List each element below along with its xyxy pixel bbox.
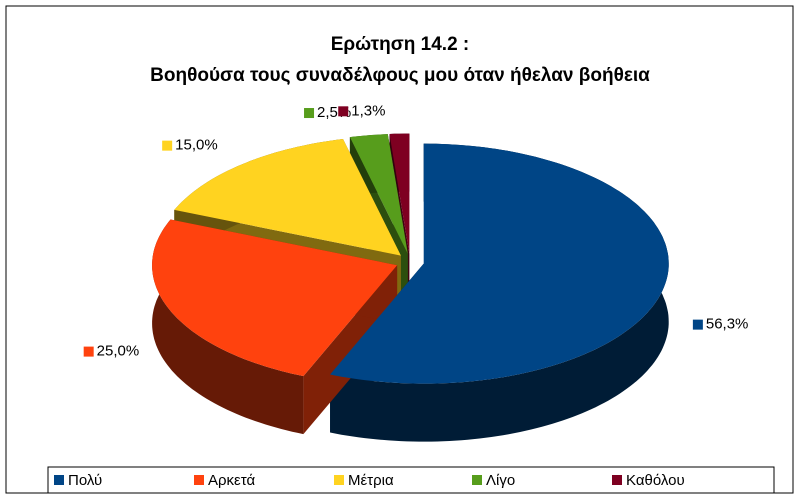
legend-label: Καθόλου bbox=[626, 472, 685, 489]
data-label: 1,3% bbox=[351, 102, 385, 119]
data-label-key bbox=[304, 108, 315, 119]
legend-key bbox=[334, 475, 344, 485]
slice bbox=[152, 219, 398, 377]
slice bbox=[174, 139, 401, 256]
legend-label: Αρκετά bbox=[208, 472, 255, 489]
data-label: 25,0% bbox=[97, 343, 140, 360]
legend-key bbox=[54, 475, 64, 485]
slice bbox=[349, 134, 408, 254]
chart-title: Ερώτηση 14.2 : bbox=[331, 34, 470, 55]
legend-key bbox=[194, 475, 204, 485]
legend-label: Μέτρια bbox=[348, 472, 394, 489]
legend-label: Λίγο bbox=[486, 472, 515, 489]
data-label-key bbox=[692, 319, 703, 330]
slice-side bbox=[152, 219, 304, 435]
legend-box bbox=[47, 466, 775, 494]
data-label: 56,3% bbox=[706, 316, 749, 333]
legend-key bbox=[612, 475, 622, 485]
data-label: 15,0% bbox=[175, 137, 218, 154]
slice bbox=[389, 133, 410, 254]
data-label-key bbox=[83, 346, 94, 357]
data-label-key bbox=[162, 140, 173, 151]
chart-title: Βοηθούσα τους συναδέλφους μου όταν ήθελα… bbox=[150, 65, 650, 86]
data-label-key bbox=[338, 106, 349, 117]
legend-label: Πολύ bbox=[68, 472, 102, 489]
slice bbox=[330, 143, 669, 384]
legend-key bbox=[472, 475, 482, 485]
